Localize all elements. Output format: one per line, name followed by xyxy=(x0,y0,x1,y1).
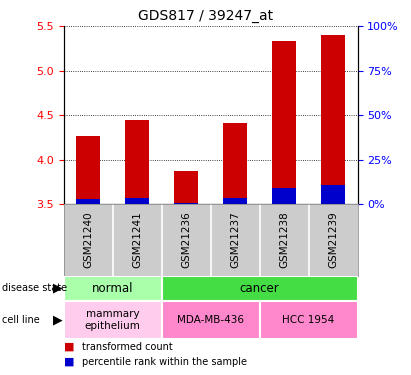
Bar xyxy=(76,136,100,204)
Bar xyxy=(321,35,345,204)
Bar xyxy=(162,301,260,339)
Bar xyxy=(260,301,358,339)
Bar xyxy=(64,276,162,301)
Text: ▶: ▶ xyxy=(53,282,63,295)
Bar xyxy=(223,198,247,204)
Bar xyxy=(321,185,345,204)
Bar xyxy=(64,301,162,339)
Bar xyxy=(162,276,358,301)
Text: GSM21237: GSM21237 xyxy=(230,211,240,268)
Bar xyxy=(125,120,150,204)
Bar xyxy=(272,188,296,204)
Text: GSM21236: GSM21236 xyxy=(181,211,191,268)
Text: GSM21240: GSM21240 xyxy=(83,211,93,268)
Text: mammary
epithelium: mammary epithelium xyxy=(85,309,141,331)
Text: cell line: cell line xyxy=(2,315,40,325)
Text: percentile rank within the sample: percentile rank within the sample xyxy=(82,357,247,367)
Text: ■: ■ xyxy=(64,357,74,367)
Bar xyxy=(125,198,150,204)
Text: HCC 1954: HCC 1954 xyxy=(282,315,335,325)
Text: GDS817 / 39247_at: GDS817 / 39247_at xyxy=(138,9,273,23)
Text: cancer: cancer xyxy=(240,282,279,295)
Text: transformed count: transformed count xyxy=(82,342,173,352)
Text: ■: ■ xyxy=(64,342,74,352)
Text: disease state: disease state xyxy=(2,284,67,293)
Text: GSM21238: GSM21238 xyxy=(279,211,289,268)
Bar xyxy=(76,199,100,204)
Bar xyxy=(174,171,199,204)
Text: normal: normal xyxy=(92,282,134,295)
Text: GSM21239: GSM21239 xyxy=(328,211,338,268)
Text: GSM21241: GSM21241 xyxy=(132,211,142,268)
Bar xyxy=(223,123,247,204)
Text: ▶: ▶ xyxy=(53,314,63,326)
Text: MDA-MB-436: MDA-MB-436 xyxy=(177,315,244,325)
Bar xyxy=(272,41,296,204)
